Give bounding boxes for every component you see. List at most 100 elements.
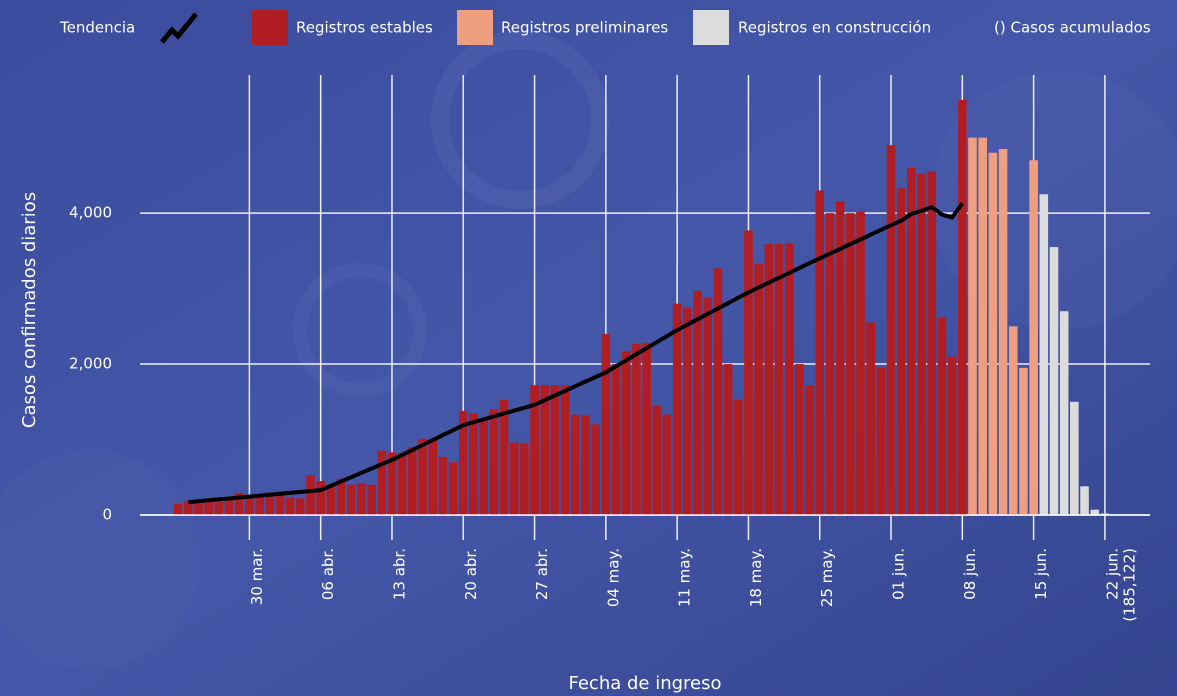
- bar: [1080, 486, 1089, 515]
- legend-label: Registros preliminares: [501, 19, 668, 37]
- bar: [1029, 160, 1038, 515]
- bar: [896, 188, 906, 515]
- bar: [499, 399, 509, 515]
- bar: [1049, 247, 1059, 515]
- bar: [183, 501, 193, 515]
- bar: [458, 410, 468, 515]
- bar: [683, 307, 692, 515]
- bar: [326, 484, 336, 515]
- background-blob: [0, 450, 200, 670]
- bar: [927, 171, 937, 516]
- bar: [621, 351, 631, 515]
- x-tick-label: 20 abr.: [462, 548, 480, 600]
- bar: [173, 503, 183, 515]
- bar: [285, 497, 295, 515]
- bar: [214, 502, 224, 515]
- bar: [560, 385, 570, 515]
- bar: [194, 502, 203, 515]
- bar: [907, 167, 916, 515]
- bar: [489, 409, 499, 515]
- bar: [204, 499, 213, 515]
- bar: [998, 148, 1008, 515]
- bar: [469, 413, 478, 515]
- legend-swatch: [160, 12, 198, 44]
- bar: [530, 385, 539, 515]
- bar: [1039, 194, 1049, 515]
- bar: [662, 414, 672, 515]
- bar: [255, 495, 264, 515]
- bar: [917, 173, 926, 515]
- x-tick-label: 22 jun.: [1103, 548, 1121, 600]
- bar: [1059, 311, 1069, 515]
- bar: [367, 484, 376, 515]
- bar: [581, 415, 590, 515]
- bar: [306, 475, 315, 515]
- x-tick-label: 04 may.: [604, 548, 622, 607]
- legend-swatch: [252, 10, 288, 45]
- bar: [571, 414, 580, 515]
- bar: [988, 152, 998, 516]
- y-axis-title: Casos confirmados diarios: [19, 192, 40, 428]
- legend-label: Registros en construcción: [738, 19, 931, 37]
- bar: [346, 484, 356, 515]
- bar: [866, 322, 875, 515]
- bar: [764, 244, 774, 515]
- y-tick-label: 0: [102, 506, 112, 524]
- bar: [1070, 401, 1079, 515]
- bar: [835, 201, 845, 516]
- y-tick-label: 4,000: [69, 204, 112, 222]
- bar: [713, 268, 723, 515]
- legend-swatch: [457, 10, 493, 45]
- bar: [744, 230, 753, 516]
- bar: [1100, 513, 1110, 515]
- legend-label: Registros estables: [296, 19, 433, 37]
- bar: [550, 385, 560, 515]
- bar: [336, 478, 346, 515]
- bar: [601, 333, 611, 515]
- bar: [316, 481, 325, 515]
- legend-label: Tendencia: [59, 19, 135, 37]
- x-tick-label: 08 jun.: [961, 548, 979, 600]
- background-blob: [431, 31, 609, 209]
- bar: [805, 385, 814, 515]
- bar: [448, 462, 458, 515]
- bar: [224, 498, 234, 515]
- bar: [652, 405, 662, 515]
- bar: [1090, 509, 1100, 515]
- bar: [968, 137, 977, 515]
- bar: [856, 211, 865, 516]
- bar: [815, 190, 825, 516]
- x-tick-label: 13 abr.: [390, 548, 408, 600]
- bar: [520, 443, 529, 515]
- x-tick-label: 01 jun.: [890, 548, 908, 600]
- bar: [845, 213, 855, 515]
- bar: [479, 418, 488, 515]
- bar: [275, 493, 285, 515]
- bar: [428, 440, 438, 515]
- legend: Tendencia Registros estables Registros p…: [59, 10, 1151, 45]
- bar: [397, 453, 407, 515]
- bar: [693, 290, 702, 515]
- bar: [642, 342, 651, 515]
- bar: [387, 452, 397, 515]
- y-tick-label: 2,000: [69, 355, 112, 373]
- bar: [774, 244, 784, 515]
- bar: [1019, 367, 1028, 515]
- bar: [958, 99, 967, 515]
- legend-swatch: [693, 10, 729, 45]
- bar: [377, 450, 387, 515]
- bar: [357, 483, 366, 515]
- bar: [245, 494, 254, 515]
- x-tick-label: 11 may.: [676, 548, 694, 607]
- bar: [408, 447, 417, 515]
- x-tick-label: 27 abr.: [533, 548, 551, 600]
- bar: [540, 385, 550, 515]
- bar: [591, 424, 600, 515]
- bar: [296, 498, 305, 515]
- bar: [754, 263, 763, 515]
- bar: [611, 364, 621, 515]
- bar: [947, 356, 957, 515]
- bar: [978, 137, 987, 515]
- bar: [418, 438, 427, 515]
- trend-line: [188, 202, 964, 505]
